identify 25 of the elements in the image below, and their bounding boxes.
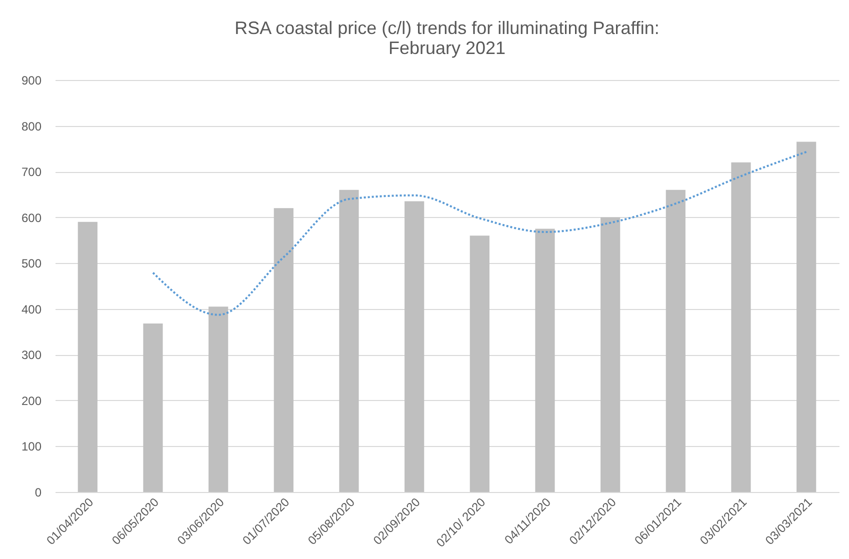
line-series <box>152 150 808 316</box>
y-tick-label: 900 <box>21 74 42 88</box>
bar <box>731 162 751 492</box>
text: February 2021 <box>388 38 506 58</box>
bar <box>78 222 98 492</box>
y-tick-label: 800 <box>21 119 42 134</box>
y-tick-label: 0 <box>34 486 42 500</box>
y-tick-label: 200 <box>21 394 42 408</box>
bar <box>666 190 686 492</box>
bar <box>274 208 294 492</box>
y-tick-label: 500 <box>21 256 42 271</box>
bar <box>470 236 490 492</box>
y-tick-label: 700 <box>21 165 42 180</box>
bar <box>535 228 555 492</box>
bar <box>339 190 359 492</box>
y-tick-label: 600 <box>21 210 42 225</box>
y-tick-label: 300 <box>21 348 42 362</box>
y-tick-label: 100 <box>21 440 42 454</box>
bar <box>404 201 424 492</box>
text: RSA coastal price (c/l) trends for illuminating Paraffin: <box>234 18 660 38</box>
bar <box>143 324 163 492</box>
bar <box>208 306 228 492</box>
bar <box>796 142 816 492</box>
y-tick-label: 400 <box>21 302 42 316</box>
bar <box>600 217 620 492</box>
